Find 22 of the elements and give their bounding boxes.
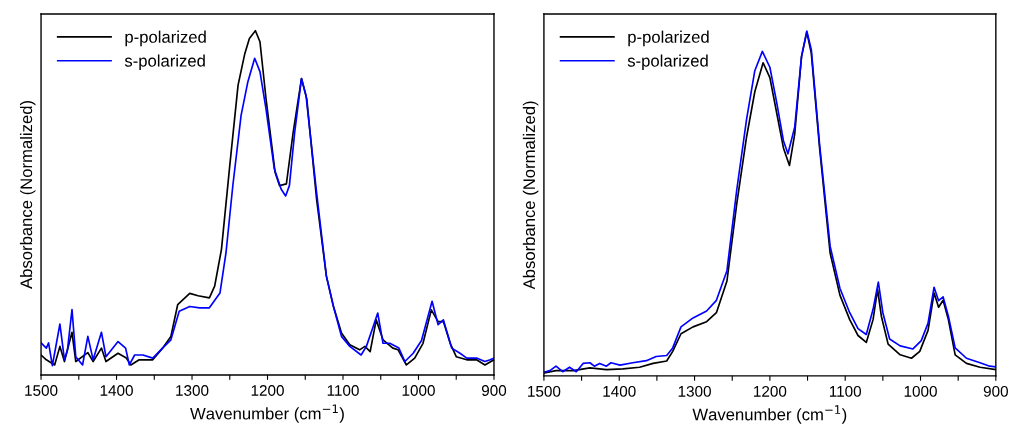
x-axis-title: Wavenumber (cm$^{−1}$) — [692, 405, 847, 424]
x-tick-label: 1000 — [904, 385, 937, 397]
x-tick-label: 1200 — [251, 385, 284, 396]
x-tick-label: 1400 — [603, 385, 636, 397]
x-tick-label: 1200 — [754, 385, 787, 397]
x-tick-label: 1500 — [25, 385, 58, 396]
x-tick-label: 1100 — [829, 385, 862, 397]
x-tick-label: 1500 — [528, 385, 561, 397]
x-axis-title: Wavenumber (cm$^{−1}$) — [190, 404, 344, 423]
x-tick-label: 1300 — [678, 385, 711, 397]
y-axis-title: Absorbance (Normalized) — [19, 101, 36, 289]
x-tick-label: 1300 — [176, 385, 209, 396]
legend-label: p-polarized — [125, 30, 206, 47]
x-tick-label: 1400 — [100, 385, 133, 396]
x-tick-label: 900 — [983, 385, 1008, 397]
y-axis-title: Absorbance (Normalized) — [522, 101, 539, 290]
legend-label: s-polarized — [627, 54, 708, 71]
legend-label: p-polarized — [628, 30, 709, 47]
x-tick-label: 1000 — [402, 385, 435, 396]
x-tick-label: 900 — [481, 385, 507, 396]
legend-label: s-polarized — [124, 54, 205, 71]
x-tick-label: 1100 — [327, 385, 359, 396]
